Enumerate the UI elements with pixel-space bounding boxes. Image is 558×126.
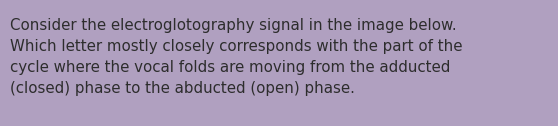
- Text: Consider the electroglotography signal in the image below.
Which letter mostly c: Consider the electroglotography signal i…: [10, 18, 463, 96]
